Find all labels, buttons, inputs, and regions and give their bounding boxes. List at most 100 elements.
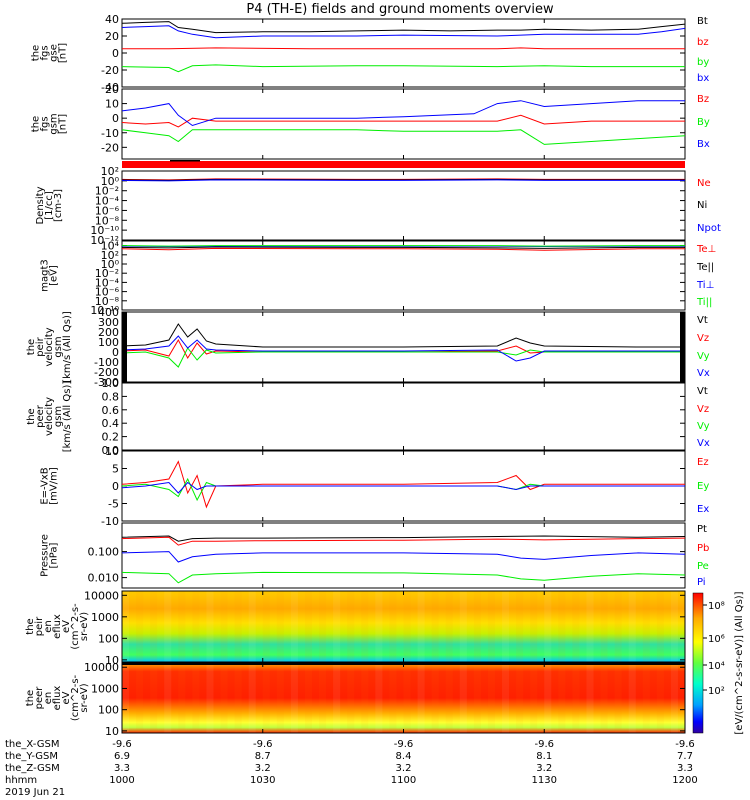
spectrogram-texture [304, 591, 313, 662]
spectrogram-texture [150, 591, 158, 662]
y-tick-label: -20 [101, 141, 119, 154]
spectrogram-texture [516, 663, 524, 733]
figure-title: P4 (TH-E) fields and ground moments over… [246, 2, 554, 17]
spectrogram-texture [347, 663, 355, 733]
y-axis-label: fgs [40, 116, 51, 131]
y-tick-label: 20 [105, 30, 119, 43]
legend-label: Pb [697, 543, 709, 554]
panel-peer_spec: 10000 1000 100 10 thepeerenefluxeV(cm^2-s-sr… [25, 661, 686, 738]
spectrogram-texture [276, 591, 284, 662]
spectrogram-texture [431, 663, 439, 733]
y-axis-label: the [26, 408, 37, 424]
spectrogram-texture [670, 591, 678, 662]
y-axis-label: eflux [52, 614, 63, 639]
y-tick-label: 10000 [84, 661, 119, 674]
y-axis-label: [nPa] [49, 542, 60, 568]
legend-label: bz [697, 37, 709, 48]
time-tick-x: -9.6 [534, 739, 554, 750]
colorbar-scale [692, 592, 704, 734]
ephemeris-row-label: the_X-GSM [5, 739, 59, 750]
legend-label: Ey [697, 481, 709, 492]
y-tick-label: -5 [108, 498, 119, 511]
time-tick-z: 3.3 [114, 763, 130, 774]
legend-label: Bx [697, 139, 710, 150]
y-tick-label: 10⁴ [101, 240, 120, 253]
y-tick-label: 0 [112, 346, 119, 359]
y-tick-label: 1000 [91, 682, 119, 695]
panel-frame [121, 382, 686, 451]
legend-label: Bt [697, 16, 708, 27]
series-line-Ez [122, 460, 685, 509]
spectrogram-texture [375, 663, 383, 733]
spectrogram-texture [473, 663, 481, 733]
legend-label: Te⊥ [696, 244, 716, 255]
y-axis-label: [eV] [49, 265, 60, 286]
y-tick-label: 20 [105, 83, 119, 96]
spectrogram-texture [600, 591, 608, 662]
series-line-Bx [122, 100, 685, 127]
spectrogram-texture [220, 591, 228, 662]
panel-pressure: 0.100 0.010 Pressure[nPa] Pt Pb Pe Pi [40, 522, 709, 589]
y-axis-label: (cm^2-s- [70, 603, 81, 650]
spectrogram-peer_spec [122, 663, 685, 733]
spectrogram-texture [487, 591, 495, 662]
spectrogram-texture [234, 591, 242, 662]
spectrogram-texture [473, 591, 481, 662]
series-line-Ey [122, 477, 685, 502]
y-tick-label: 10⁻⁸ [95, 295, 120, 308]
spectrogram-texture [572, 663, 580, 733]
legend-label: by [697, 57, 709, 68]
spectrogram-texture [234, 663, 242, 733]
y-axis-label: velocity [44, 397, 55, 436]
colorbar-tick-label: 10² [708, 686, 725, 697]
y-axis-label: en [43, 620, 54, 633]
spectrogram-texture [502, 591, 510, 662]
y-axis-label: Pressure [40, 534, 51, 577]
y-axis-label: [cm-3] [53, 189, 64, 222]
legend-label: Pt [697, 524, 707, 535]
spectrogram-texture [122, 663, 130, 733]
series-line-Ex [122, 481, 685, 494]
spectrogram-texture [417, 663, 425, 733]
y-axis-label: velocity [44, 327, 55, 366]
series-line-Pe [122, 571, 685, 584]
series-line-by [122, 64, 685, 73]
spectrogram-texture [122, 591, 130, 662]
data-gap-left [122, 312, 127, 382]
time-tick-y: 8.4 [396, 751, 412, 762]
legend-label: Bz [697, 94, 709, 105]
y-tick-label: 100 [98, 704, 119, 717]
series-line-Pb [122, 536, 685, 546]
time-tick-hhmm: 1100 [391, 775, 416, 786]
spectrogram-texture [276, 663, 284, 733]
data-gap-right [680, 312, 685, 382]
spectrogram-texture [572, 591, 580, 662]
y-tick-label: 10⁻⁸ [95, 214, 120, 227]
series-line-Ti|| [122, 245, 685, 247]
y-tick-label: 10 [105, 654, 119, 667]
y-tick-label: 1.0 [102, 377, 120, 390]
y-tick-label: 0.100 [88, 546, 120, 559]
spectrogram-texture [642, 663, 650, 733]
series-line-Vx [122, 335, 685, 362]
time-tick-hhmm: 1030 [250, 775, 275, 786]
status-bar-mark [170, 160, 200, 162]
series-line-Vt [122, 323, 685, 348]
y-tick-label: -40 [101, 81, 119, 94]
panel-peir_spec: 10000 1000 100 10 thepeirenefluxeV(cm^2-s-sr… [25, 589, 686, 667]
time-tick-z: 3.3 [677, 763, 693, 774]
series-line-Npot [122, 179, 685, 182]
spectrogram-texture [544, 591, 552, 662]
spectrogram-texture [614, 663, 622, 733]
spectrogram-texture [333, 591, 341, 662]
y-tick-label: 10 [105, 98, 119, 111]
legend-label: Ne [697, 178, 711, 189]
y-axis-label: peer [34, 686, 45, 710]
spectrogram-texture [262, 591, 270, 662]
time-tick-hhmm: 1130 [532, 775, 557, 786]
spectrogram-texture [136, 663, 144, 733]
panel-efield: 10 5 0 -5 -10 E=-VxB[mV/m] Ez Ey Ex [40, 445, 710, 528]
